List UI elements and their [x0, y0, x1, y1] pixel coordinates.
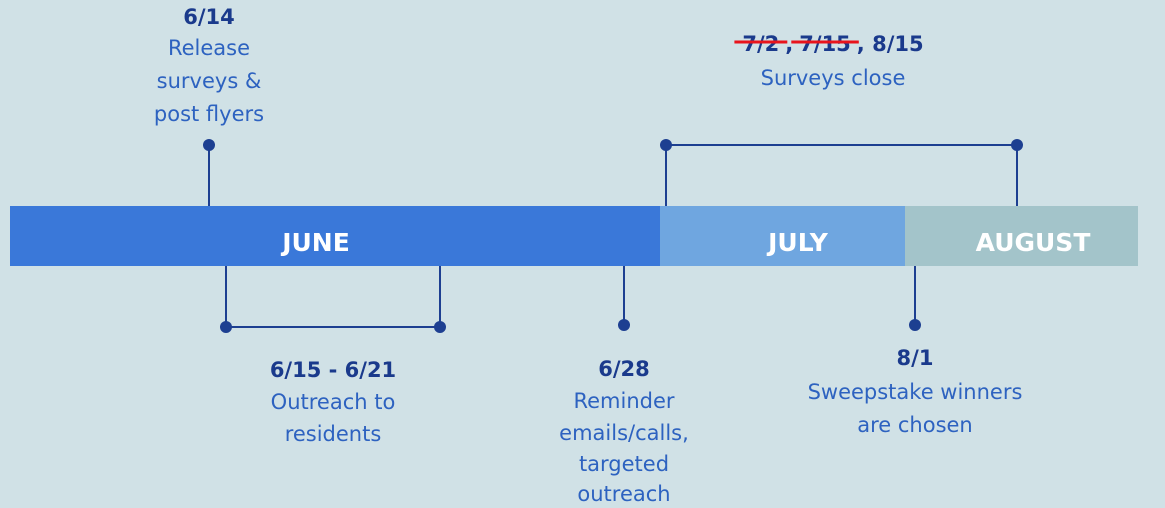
event-description: post flyers	[154, 102, 264, 126]
event-date: 6/14	[183, 5, 235, 29]
marker-dot	[203, 139, 215, 151]
event-description: Outreach to	[271, 390, 396, 414]
marker-dot	[1011, 139, 1023, 151]
event-date-part: , 8/15	[857, 32, 924, 56]
event-description: Reminder	[573, 389, 674, 413]
month-label: JULY	[766, 228, 829, 257]
marker-dot	[220, 321, 232, 333]
event-date-part: 7/2	[742, 32, 779, 56]
event-date-part: ,	[785, 32, 793, 56]
event-description: targeted	[579, 452, 669, 476]
event-date-part: 7/15	[799, 32, 851, 56]
event-description: Surveys close	[761, 66, 906, 90]
event-description: emails/calls,	[559, 421, 689, 445]
month-label: AUGUST	[976, 228, 1091, 257]
june-band	[10, 206, 660, 266]
event-description: Release	[168, 36, 250, 60]
month-label: JUNE	[280, 228, 350, 257]
event-description: Sweepstake winners	[808, 380, 1023, 404]
bracket	[225, 266, 441, 328]
marker-dot	[909, 319, 921, 331]
august-band	[905, 206, 1138, 266]
july-band	[660, 206, 905, 266]
event-description: surveys &	[157, 69, 262, 93]
event-description: residents	[285, 422, 382, 446]
bracket	[665, 144, 1018, 206]
marker-dot	[660, 139, 672, 151]
event-date: 6/28	[598, 357, 650, 381]
marker-dot	[434, 321, 446, 333]
event-description: outreach	[577, 482, 670, 506]
event-date: 6/15 - 6/21	[270, 358, 396, 382]
marker-dot	[618, 319, 630, 331]
event-date: 8/1	[897, 346, 934, 370]
event-description: are chosen	[857, 413, 973, 437]
close-dates: 7/2, 7/15, 8/15	[734, 32, 924, 56]
